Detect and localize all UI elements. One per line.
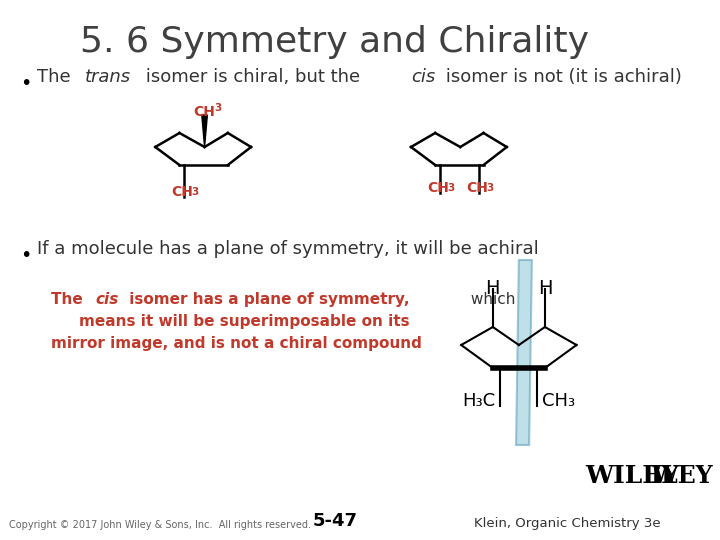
Text: WILEY: WILEY bbox=[585, 464, 679, 488]
Polygon shape bbox=[516, 260, 532, 445]
Text: H: H bbox=[538, 279, 552, 298]
Text: Klein, Organic Chemistry 3e: Klein, Organic Chemistry 3e bbox=[474, 517, 660, 530]
Text: isomer is chiral, but the: isomer is chiral, but the bbox=[140, 68, 366, 86]
Text: W: W bbox=[651, 464, 678, 488]
Text: 5. 6 Symmetry and Chirality: 5. 6 Symmetry and Chirality bbox=[80, 25, 589, 59]
Text: The: The bbox=[37, 68, 76, 86]
Text: isomer is not (it is achiral): isomer is not (it is achiral) bbox=[440, 68, 682, 86]
Text: 3: 3 bbox=[447, 183, 454, 193]
Text: ILEY: ILEY bbox=[651, 464, 714, 488]
Text: CH: CH bbox=[171, 185, 193, 199]
Text: Copyright © 2017 John Wiley & Sons, Inc.  All rights reserved.: Copyright © 2017 John Wiley & Sons, Inc.… bbox=[9, 520, 311, 530]
Text: The: The bbox=[51, 292, 88, 307]
Text: CH: CH bbox=[427, 181, 449, 195]
Text: 5-47: 5-47 bbox=[312, 512, 357, 530]
Text: 3: 3 bbox=[214, 103, 221, 113]
Text: If a molecule has a plane of symmetry, it will be achiral: If a molecule has a plane of symmetry, i… bbox=[37, 240, 539, 258]
Text: means it will be superimposable on its: means it will be superimposable on its bbox=[79, 314, 410, 329]
Text: •: • bbox=[20, 246, 32, 265]
Text: cis: cis bbox=[96, 292, 119, 307]
Text: isomer has a plane of symmetry,: isomer has a plane of symmetry, bbox=[124, 292, 409, 307]
Text: which: which bbox=[466, 292, 516, 307]
Text: CH: CH bbox=[466, 181, 488, 195]
Text: cis: cis bbox=[411, 68, 435, 86]
Text: CH₃: CH₃ bbox=[542, 392, 575, 410]
Text: H₃C: H₃C bbox=[462, 392, 495, 410]
Text: 3: 3 bbox=[192, 187, 199, 197]
Text: CH: CH bbox=[194, 105, 215, 119]
Text: mirror image, and is not a chiral compound: mirror image, and is not a chiral compou… bbox=[51, 336, 422, 351]
Text: trans: trans bbox=[84, 68, 130, 86]
Text: •: • bbox=[20, 74, 32, 93]
Polygon shape bbox=[202, 115, 207, 147]
Text: 3: 3 bbox=[486, 183, 494, 193]
Text: H: H bbox=[485, 279, 500, 298]
